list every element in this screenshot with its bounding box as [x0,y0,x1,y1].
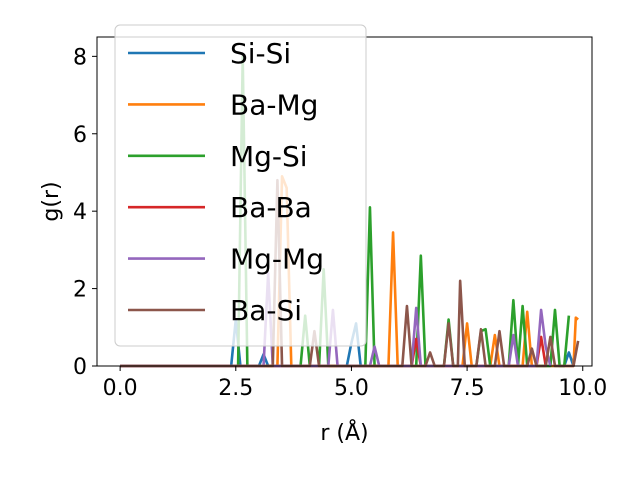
x-tick-label: 2.5 [218,376,253,401]
y-tick-label: 2 [73,278,87,303]
y-axis-label: g(r) [39,181,64,221]
y-tick-label: 0 [73,355,87,380]
legend-label-5: Ba-Si [230,294,302,327]
legend-label-2: Mg-Si [230,140,308,173]
legend-label-0: Si-Si [230,37,291,70]
x-axis-label: r (Å) [320,419,368,446]
y-axis: 0 2 4 6 8 [73,45,97,380]
y-tick-label: 6 [73,123,87,148]
y-tick-label: 4 [73,200,87,225]
x-tick-label: 5.0 [334,376,369,401]
x-axis: 0.0 2.5 5.0 7.5 10.0 [103,366,607,401]
legend: Si-Si Ba-Mg Mg-Si Ba-Ba Mg-Mg Ba-Si [114,24,367,347]
series-line-5 [120,178,580,368]
y-tick-label: 8 [73,45,87,70]
legend-label-4: Mg-Mg [230,243,324,276]
x-tick-label: 7.5 [450,376,485,401]
legend-label-3: Ba-Ba [230,191,312,224]
legend-label-1: Ba-Mg [230,88,318,121]
x-tick-label: 10.0 [558,376,607,401]
x-tick-label: 0.0 [103,376,138,401]
